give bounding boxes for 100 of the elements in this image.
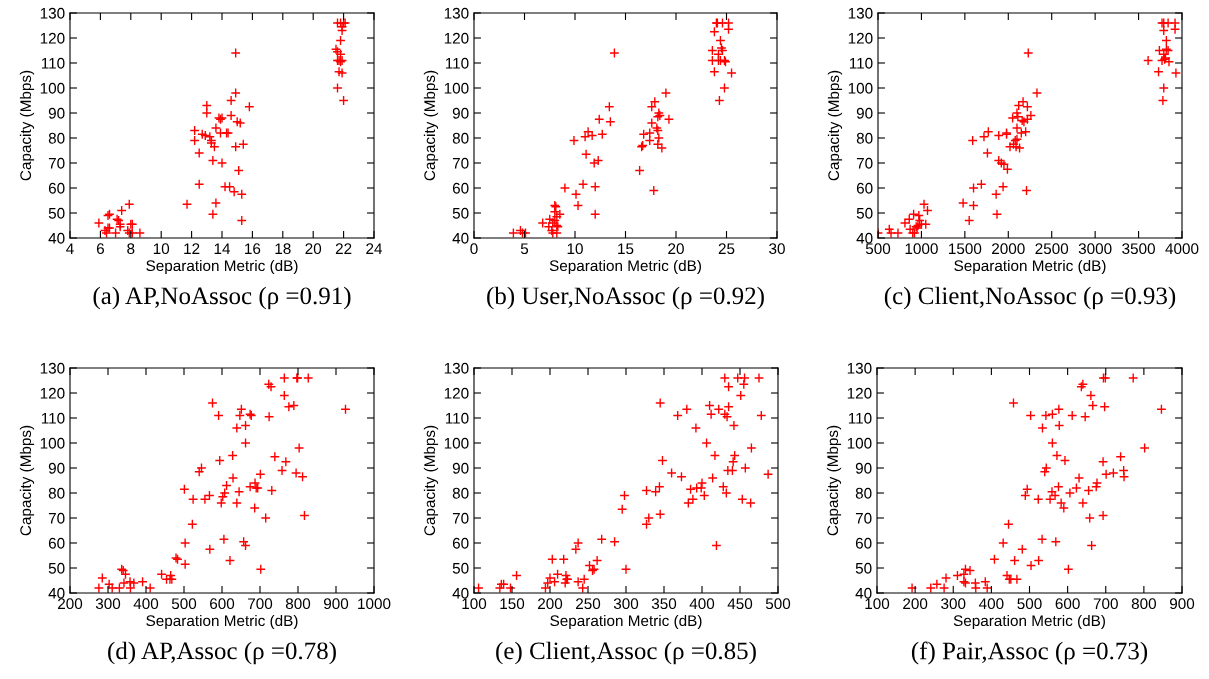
x-tick-label: 800 — [285, 598, 311, 610]
y-tick-label: 100 — [444, 437, 469, 449]
x-tick-label: 8 — [127, 243, 135, 255]
y-tick-label: 40 — [452, 587, 469, 599]
y-tick-label: 130 — [40, 362, 65, 374]
y-tick-label: 110 — [848, 412, 872, 424]
x-axis-title: Separation Metric (dB) — [550, 614, 702, 630]
y-tick-label: 60 — [48, 182, 65, 194]
x-tick-label: 2500 — [1035, 243, 1069, 255]
y-axis-title: Capacity (Mbps) — [423, 70, 439, 181]
text: (e) Client,Assoc (ρ =0.85) — [496, 641, 756, 665]
y-tick-label: 50 — [855, 562, 872, 574]
y-tick-label: 50 — [48, 207, 65, 219]
x-tick-label: 700 — [248, 598, 273, 610]
y-tick-label: 100 — [847, 437, 872, 449]
x-tick-label: 5 — [520, 243, 529, 255]
x-tick-label: 6 — [96, 243, 104, 255]
y-tick-label: 50 — [48, 562, 65, 574]
y-tick-label: 70 — [48, 512, 65, 524]
y-tick-label: 100 — [40, 82, 65, 94]
y-tick-label: 110 — [41, 57, 65, 69]
x-tick-label: 16 — [245, 243, 261, 255]
x-tick-label: 0 — [470, 243, 478, 255]
y-tick-label: 90 — [48, 462, 65, 474]
y-tick-label: 50 — [856, 207, 873, 219]
y-tick-label: 80 — [48, 132, 65, 144]
x-tick-label: 500 — [1017, 598, 1042, 610]
y-tick-label: 120 — [40, 387, 65, 399]
x-axis-title: Separation Metric (dB) — [146, 614, 298, 630]
x-tick-label: 18 — [275, 243, 291, 255]
text: (c) Client,NoAssoc (ρ =0.93) — [884, 286, 1176, 310]
x-tick-label: 20 — [305, 243, 322, 255]
y-tick-label: 100 — [848, 82, 873, 94]
y-tick-label: 40 — [452, 232, 469, 244]
y-tick-label: 80 — [48, 487, 65, 499]
y-tick-label: 90 — [856, 107, 873, 119]
y-tick-label: 110 — [445, 57, 469, 69]
x-tick-label: 12 — [184, 243, 200, 254]
y-tick-label: 70 — [48, 157, 65, 169]
x-tick-label: 200 — [58, 598, 83, 610]
x-tick-label: 1000 — [905, 243, 938, 255]
x-tick-label: 14 — [214, 243, 231, 254]
x-tick-label: 2000 — [992, 243, 1025, 255]
y-tick-label: 130 — [40, 7, 65, 19]
y-axis-title: Capacity (Mbps) — [826, 425, 842, 536]
x-tick-label: 15 — [618, 243, 634, 255]
x-tick-label: 600 — [210, 598, 235, 610]
y-tick-label: 130 — [847, 362, 872, 374]
x-tick-label: 3000 — [1078, 243, 1112, 255]
y-tick-label: 90 — [48, 107, 65, 119]
x-tick-label: 200 — [903, 598, 928, 610]
y-axis-title: Capacity (Mbps) — [19, 70, 35, 181]
y-tick-label: 90 — [452, 107, 469, 119]
x-axis-title: Separation Metric (dB) — [146, 259, 298, 275]
x-tick-label: 500 — [171, 598, 197, 610]
y-tick-label: 100 — [40, 437, 65, 449]
y-tick-label: 120 — [848, 32, 873, 44]
y-tick-label: 40 — [855, 587, 872, 599]
y-axis-title: Capacity (Mbps) — [19, 425, 35, 536]
x-axis-title: Separation Metric (dB) — [953, 614, 1105, 630]
x-tick-label: 25 — [718, 243, 735, 255]
x-tick-label: 250 — [576, 598, 601, 610]
y-tick-label: 60 — [855, 537, 872, 549]
x-tick-label: 800 — [1131, 598, 1157, 610]
x-axis-title: Separation Metric (dB) — [954, 259, 1106, 275]
x-tick-label: 400 — [689, 598, 715, 610]
x-tick-label: 600 — [1055, 598, 1080, 610]
x-tick-label: 400 — [978, 598, 1004, 610]
x-tick-label: 22 — [335, 243, 352, 254]
x-tick-label: 900 — [1169, 598, 1195, 610]
y-axis-title: Capacity (Mbps) — [423, 425, 439, 536]
y-tick-label: 110 — [445, 412, 469, 424]
y-tick-label: 70 — [452, 157, 469, 169]
y-tick-label: 120 — [847, 387, 872, 399]
y-tick-label: 90 — [855, 462, 872, 474]
x-tick-label: 400 — [133, 598, 159, 610]
text: (d) AP,Assoc (ρ =0.78) — [108, 641, 336, 665]
x-tick-label: 200 — [538, 598, 563, 610]
y-tick-label: 60 — [452, 182, 469, 194]
x-tick-label: 500 — [765, 598, 791, 610]
y-tick-label: 80 — [856, 132, 873, 144]
y-tick-label: 60 — [452, 537, 469, 549]
y-tick-label: 40 — [856, 232, 873, 244]
x-axis-title: Separation Metric (dB) — [549, 259, 701, 275]
y-tick-label: 70 — [452, 512, 469, 524]
x-tick-label: 300 — [613, 598, 639, 610]
x-tick-label: 1500 — [949, 243, 982, 255]
y-tick-label: 60 — [48, 537, 65, 549]
y-tick-label: 50 — [452, 562, 469, 574]
y-tick-label: 130 — [444, 7, 469, 19]
y-tick-label: 120 — [40, 32, 65, 44]
y-axis-title: Capacity (Mbps) — [827, 70, 843, 181]
y-tick-label: 120 — [444, 32, 469, 44]
y-tick-label: 90 — [452, 462, 469, 474]
x-tick-label: 100 — [865, 598, 890, 610]
x-tick-label: 900 — [323, 598, 349, 610]
x-tick-label: 10 — [567, 243, 583, 255]
x-tick-label: 350 — [651, 598, 677, 610]
text: (f) Pair,Assoc (ρ =0.73) — [911, 641, 1148, 665]
x-tick-label: 1000 — [358, 598, 391, 610]
